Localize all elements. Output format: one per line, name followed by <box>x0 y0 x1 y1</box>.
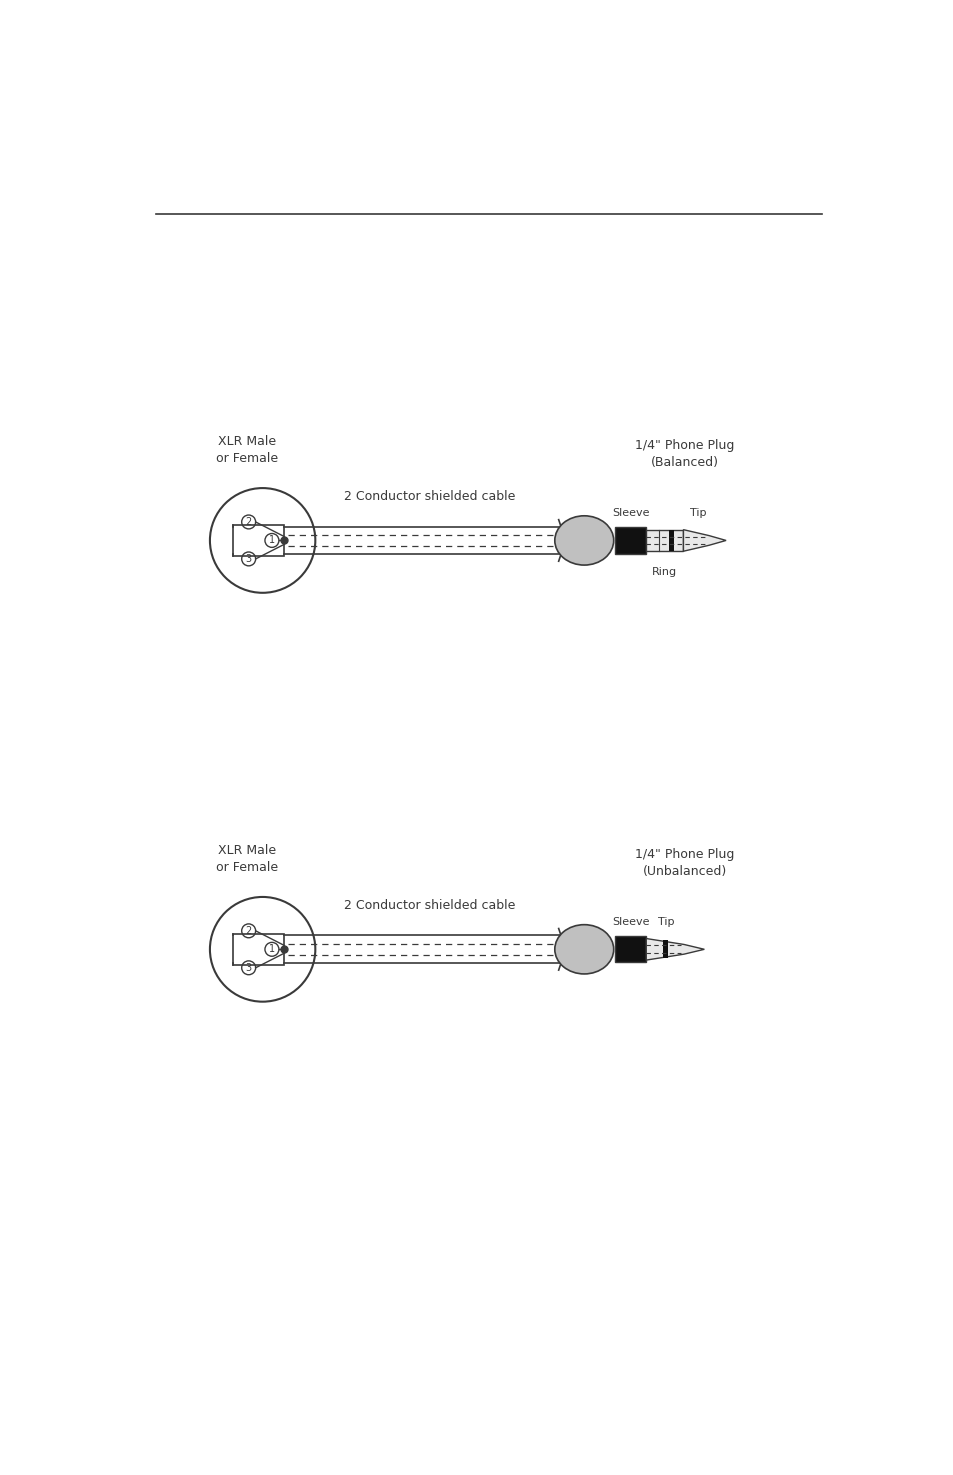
Bar <box>668 530 673 552</box>
Text: 2 Conductor shielded cable: 2 Conductor shielded cable <box>343 491 515 503</box>
Bar <box>615 528 645 553</box>
Text: 1/4" Phone Plug
(Balanced): 1/4" Phone Plug (Balanced) <box>635 440 734 469</box>
Ellipse shape <box>555 925 613 974</box>
Text: 2: 2 <box>245 516 252 527</box>
Text: Tip: Tip <box>658 917 674 926</box>
Text: 1: 1 <box>269 944 274 954</box>
Polygon shape <box>645 938 703 960</box>
Text: Sleeve: Sleeve <box>612 917 649 926</box>
Bar <box>645 530 682 552</box>
Text: 3: 3 <box>245 555 252 563</box>
Bar <box>661 940 667 959</box>
Text: 1: 1 <box>269 535 274 546</box>
Text: XLR Male
or Female: XLR Male or Female <box>215 844 278 873</box>
Text: Ring: Ring <box>652 568 677 577</box>
Text: 2 Conductor shielded cable: 2 Conductor shielded cable <box>343 900 515 913</box>
Text: 3: 3 <box>245 963 252 974</box>
Text: 2: 2 <box>245 926 252 935</box>
Text: Tip: Tip <box>689 507 706 518</box>
Polygon shape <box>682 530 725 552</box>
Text: 1/4" Phone Plug
(Unbalanced): 1/4" Phone Plug (Unbalanced) <box>635 848 734 878</box>
Bar <box>615 937 645 962</box>
Ellipse shape <box>555 516 613 565</box>
Text: XLR Male
or Female: XLR Male or Female <box>215 435 278 465</box>
Text: Sleeve: Sleeve <box>612 507 649 518</box>
